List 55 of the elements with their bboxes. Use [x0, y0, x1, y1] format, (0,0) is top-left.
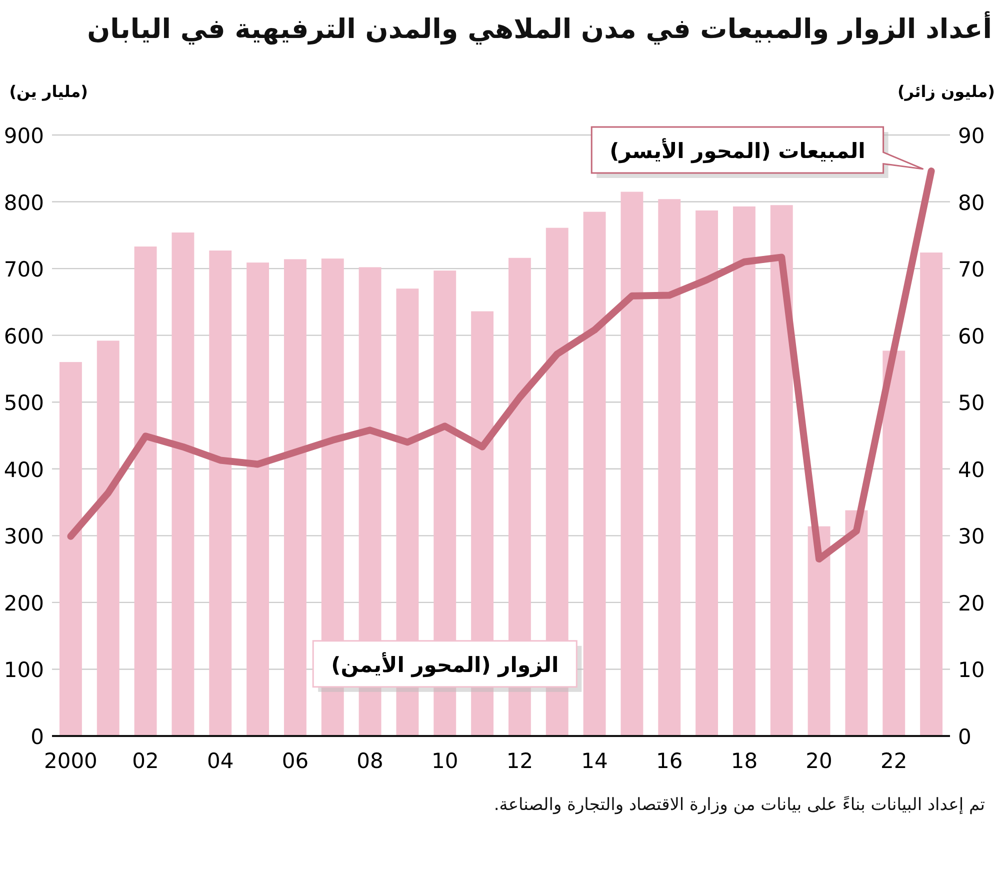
x-tick-label: 04: [207, 749, 234, 773]
y-tick-label: 900: [4, 124, 44, 148]
bar: [209, 250, 232, 736]
y-tick-label: 400: [4, 458, 44, 482]
bar: [59, 362, 82, 736]
bar: [620, 192, 644, 736]
y2-tick-label: 30: [958, 524, 985, 549]
series-label: الزوار (المحور الأيمن): [331, 652, 559, 678]
bar: [583, 212, 606, 736]
bar: [284, 259, 306, 736]
y2-tick-label: 10: [958, 658, 985, 682]
x-tick-label: 12: [506, 749, 534, 773]
x-tick-label: 22: [880, 749, 908, 773]
x-tick-label: 02: [132, 749, 159, 773]
x-tick-label: 18: [730, 749, 758, 773]
bar: [658, 199, 681, 736]
x-tick-label: 16: [656, 749, 683, 773]
y2-tick-label: 80: [958, 190, 985, 215]
y2-tick-label: 20: [958, 591, 985, 616]
y-tick-label: 100: [4, 658, 44, 682]
y2-tick-label: 0: [958, 725, 972, 749]
x-tick-label: 20: [806, 749, 832, 773]
bar: [172, 232, 194, 736]
y2-tick-label: 50: [958, 391, 985, 416]
x-tick-label: 08: [356, 749, 384, 773]
y-tick-label: 700: [4, 258, 44, 282]
y2-axis-title: (مليون زائر): [897, 82, 995, 101]
y-tick-label: 0: [30, 725, 44, 749]
y2-tick-label: 60: [958, 324, 985, 348]
bar: [808, 526, 830, 736]
y-tick-label: 200: [4, 591, 44, 616]
y2-tick-label: 70: [958, 258, 985, 282]
chart-title: أعداد الزوار والمبيعات في مدن الملاهي والمدن الترفيهية في اليابان: [87, 11, 992, 45]
bar: [845, 510, 868, 736]
text: تم إعداد البيانات بناءً على بيانات من وزارة الاقتصاد والتجارة والصناعة.: [492, 794, 985, 817]
y-tick-label: 800: [4, 190, 44, 215]
bar: [882, 350, 906, 736]
y2-tick-label: 90: [958, 124, 985, 148]
bar: [770, 205, 793, 736]
y-tick-label: 600: [4, 324, 44, 348]
y-axis-title: (مليار ين): [9, 82, 88, 101]
x-tick-label: 06: [282, 749, 309, 773]
text: المبيعات (المحور الأيسر): [610, 138, 866, 164]
x-tick-label: 14: [581, 749, 608, 773]
bar: [732, 206, 756, 736]
bar: [96, 340, 120, 736]
bar: [246, 262, 270, 736]
y2-tick-label: 40: [958, 458, 985, 482]
bar: [134, 246, 157, 736]
x-tick-label: 10: [432, 749, 458, 773]
bar: [696, 210, 718, 736]
bar: [920, 252, 943, 736]
x-tick-label: 2000: [44, 749, 98, 773]
y-tick-label: 300: [4, 524, 44, 549]
y-tick-label: 500: [4, 391, 44, 416]
